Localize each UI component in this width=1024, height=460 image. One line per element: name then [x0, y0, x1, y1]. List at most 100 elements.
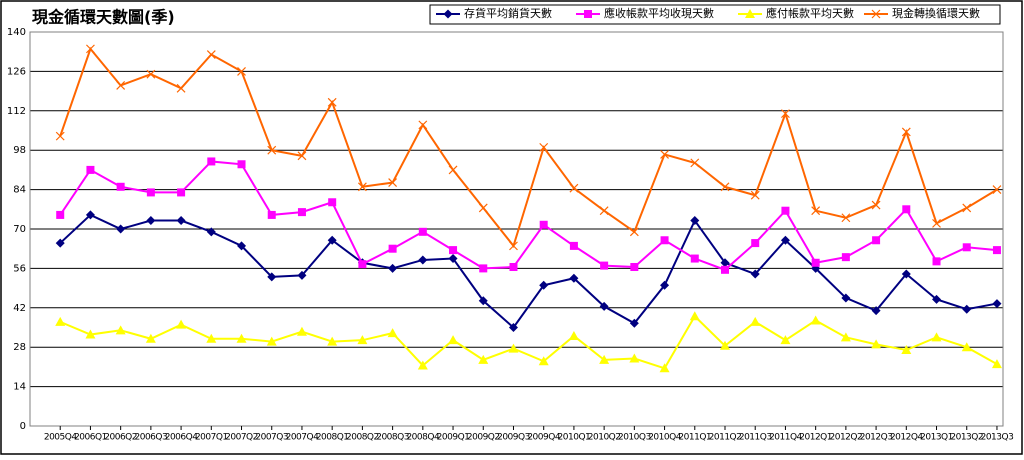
data-point [901, 127, 911, 137]
data-point [660, 149, 669, 159]
data-point [55, 238, 65, 248]
data-point [328, 198, 337, 207]
x-tick-label: 2011Q4 [769, 433, 802, 443]
x-tick-label: 2010Q2 [588, 433, 621, 443]
data-point [418, 255, 428, 265]
data-point [85, 329, 96, 339]
data-point [811, 206, 821, 216]
legend-label: 存貨平均銷貨天數 [464, 6, 552, 20]
x-tick-label: 2013Q2 [950, 433, 983, 443]
data-point [569, 241, 578, 250]
data-point [116, 224, 126, 234]
x-tick-label: 2006Q2 [104, 433, 137, 443]
data-point [146, 216, 156, 226]
data-point [115, 325, 126, 335]
data-point [961, 342, 972, 352]
data-point [992, 299, 1002, 309]
data-point [55, 316, 66, 326]
data-point [690, 158, 700, 168]
legend-box [429, 4, 1001, 25]
plot-border [29, 31, 1004, 427]
data-point [237, 241, 247, 251]
data-point [55, 131, 65, 141]
data-point [327, 97, 337, 107]
data-point [236, 333, 247, 343]
data-point [599, 354, 610, 364]
x-tick-label: 2010Q3 [618, 433, 651, 443]
data-point [962, 304, 972, 314]
x-tick-label: 2007Q3 [255, 433, 288, 443]
data-point [56, 210, 65, 219]
data-point [116, 182, 125, 191]
x-tick-label: 2009Q3 [497, 433, 530, 443]
data-point [327, 336, 338, 346]
data-point [297, 151, 307, 161]
data-point [871, 306, 881, 316]
data-point [206, 333, 217, 343]
data-point [176, 83, 186, 93]
series-line [59, 46, 998, 248]
legend-marker [745, 9, 755, 18]
data-point [660, 280, 670, 290]
data-point [721, 265, 729, 274]
x-tick-label: 2009Q4 [527, 433, 560, 443]
data-point [387, 328, 398, 338]
data-point [660, 236, 669, 245]
data-point [750, 190, 760, 200]
data-point [418, 120, 428, 130]
y-tick-label: 28 [13, 342, 26, 353]
data-point [297, 208, 306, 217]
data-point [237, 66, 246, 76]
data-point [689, 311, 700, 321]
data-point [569, 273, 579, 283]
series-line [59, 160, 998, 271]
y-tick-label: 0 [20, 421, 26, 432]
legend-label: 現金轉換循環天數 [892, 6, 980, 20]
data-point [478, 354, 489, 364]
legend-marker [871, 9, 881, 19]
x-tick-label: 2013Q3 [981, 433, 1014, 443]
data-point [86, 165, 95, 174]
data-point [176, 319, 187, 329]
data-point [780, 335, 791, 345]
data-point [237, 160, 246, 169]
data-point [85, 210, 95, 220]
data-point [962, 203, 972, 213]
data-point [840, 332, 851, 342]
data-point [327, 235, 337, 245]
data-point [146, 188, 155, 197]
data-point [630, 262, 639, 271]
y-tick-label: 140 [7, 27, 26, 38]
legend-label: 應付帳款平均天數 [766, 6, 854, 20]
data-point [509, 241, 518, 251]
data-point [932, 294, 942, 304]
legend-label: 應收帳款平均收現天數 [604, 6, 714, 20]
data-point [509, 262, 518, 271]
data-point [569, 183, 579, 193]
x-tick-label: 2009Q2 [467, 433, 500, 443]
data-point [267, 210, 276, 219]
y-tick-label: 84 [13, 185, 26, 196]
data-point [902, 205, 911, 214]
data-point [508, 343, 519, 353]
data-point [690, 216, 700, 226]
data-point [962, 243, 971, 252]
data-point [478, 296, 488, 306]
data-point [600, 261, 609, 270]
data-point [871, 200, 881, 210]
data-point [841, 293, 851, 303]
data-point [267, 145, 277, 155]
x-tick-label: 2006Q3 [135, 433, 168, 443]
data-point [539, 280, 549, 290]
x-tick-label: 2011Q3 [739, 433, 772, 443]
data-point [206, 227, 216, 237]
data-point [720, 182, 730, 192]
data-point [116, 81, 126, 90]
x-tick-label: 2007Q4 [286, 433, 319, 443]
data-point [538, 356, 549, 366]
data-point [750, 269, 760, 279]
y-tick-label: 126 [7, 66, 26, 77]
y-tick-label: 70 [13, 224, 26, 235]
